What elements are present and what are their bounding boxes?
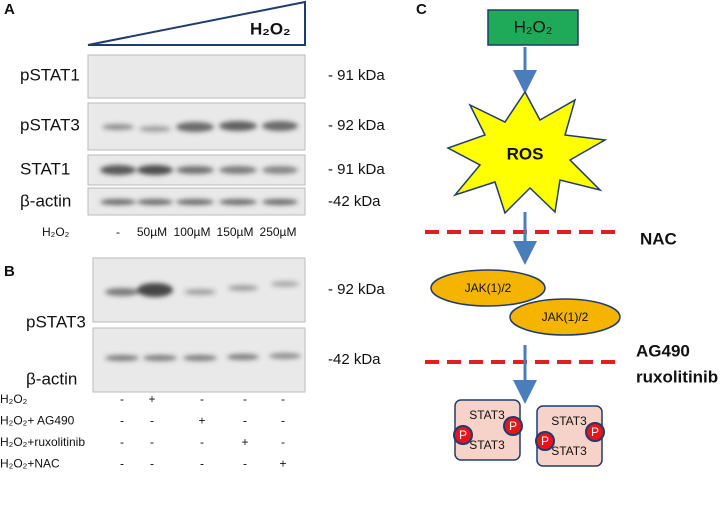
lane-label: 250µM [260, 225, 297, 239]
inhibitor-label: NAC [640, 229, 677, 248]
treatment-mark: - [120, 457, 124, 471]
treatment-label: H₂O₂+NAC [0, 457, 60, 471]
gradient-triangle [87, 0, 306, 46]
panel-label: B [4, 263, 15, 280]
treatment-mark: - [243, 414, 247, 428]
phospho-dot [503, 416, 523, 436]
row-labels: pSTAT1 - 91 kDa pSTAT3 - 92 kDa STAT1 - 91 kD… [20, 65, 385, 210]
size-label: - 91 kDa [328, 161, 385, 178]
stat-label: STAT3 [551, 444, 587, 458]
lane-label: 50µM [137, 225, 167, 239]
treatment-mark: - [200, 392, 204, 406]
row-label: pSTAT3 [26, 312, 86, 331]
ros-burst [446, 90, 608, 215]
treatment-mark: - [150, 457, 154, 471]
size-label: - 92 kDa [328, 117, 385, 134]
stat-label: STAT3 [551, 414, 587, 428]
treatment-label: H₂O₂ [0, 392, 28, 406]
phospho-label: P [591, 425, 599, 439]
source-label: H₂O₂ [514, 17, 553, 36]
phospho-dot [453, 425, 473, 445]
jak-shape [509, 298, 621, 336]
row-label: STAT1 [20, 159, 70, 178]
treatment-mark: + [279, 457, 286, 471]
inhibitor-label: ruxolitinib [636, 367, 718, 386]
treatment-mark: - [120, 435, 124, 449]
treatment-mark: - [120, 392, 124, 406]
row-label: β-actin [20, 191, 71, 210]
treatment-mark: - [281, 435, 285, 449]
phospho-label: P [459, 428, 467, 442]
treatment-label: H₂O₂+ AG490 [0, 414, 75, 428]
phospho-dot [585, 422, 605, 442]
jak-label: JAK(1)/2 [542, 310, 589, 324]
size-label: - 92 kDa [328, 281, 385, 298]
size-label: -42 kDa [328, 351, 381, 368]
treatment-mark: - [281, 414, 285, 428]
phospho-label: P [509, 419, 517, 433]
size-label: -42 kDa [328, 193, 381, 210]
source-box [487, 9, 579, 46]
row-label: pSTAT3 [20, 115, 80, 134]
lane-label: - [116, 225, 120, 239]
treatment-mark: - [243, 392, 247, 406]
ros-label: ROS [507, 144, 544, 163]
lane-label: 150µM [217, 225, 254, 239]
jak-shape [430, 269, 546, 307]
panel-label: C [416, 1, 427, 18]
row-labels: pSTAT3 - 92 kDa β-actin -42 kDa [26, 281, 385, 389]
phospho-label: P [541, 434, 549, 448]
treatment-mark: - [200, 457, 204, 471]
inhibitor-label: AG490 [636, 341, 690, 360]
treatment-label: H₂O₂+ruxolitinib [0, 435, 85, 449]
lane-label: 100µM [174, 225, 211, 239]
blots-a [87, 54, 306, 216]
lane-labels: H₂O₂ - 50µM 100µM 150µM 250µM [42, 225, 296, 239]
blots-b [92, 257, 306, 393]
row-label: pSTAT1 [20, 65, 80, 84]
bands [105, 281, 301, 361]
treatment-mark: - [150, 435, 154, 449]
stat-label: STAT3 [469, 408, 505, 422]
size-label: - 91 kDa [328, 67, 385, 84]
bands [100, 121, 298, 205]
treatment-mark: + [241, 435, 248, 449]
treatment-mark: - [243, 457, 247, 471]
treatment-mark: - [120, 414, 124, 428]
blot [87, 54, 306, 99]
gradient-label: H₂O₂ [250, 19, 291, 38]
stat-label: STAT3 [469, 438, 505, 452]
treatment-mark: + [148, 392, 155, 406]
row-label: β-actin [26, 369, 77, 388]
phospho-dot [535, 431, 555, 451]
lane-header: H₂O₂ [42, 225, 70, 239]
treatment-table: H₂O₂ - + - - - H₂O₂+ AG490 - - + - - H₂O₂+ruxolitini… [0, 392, 287, 471]
treatment-mark: + [198, 414, 205, 428]
treatment-mark: - [200, 435, 204, 449]
jak-label: JAK(1)/2 [465, 281, 512, 295]
treatment-mark: - [150, 414, 154, 428]
panel-label: A [4, 1, 15, 18]
treatment-mark: - [281, 392, 285, 406]
